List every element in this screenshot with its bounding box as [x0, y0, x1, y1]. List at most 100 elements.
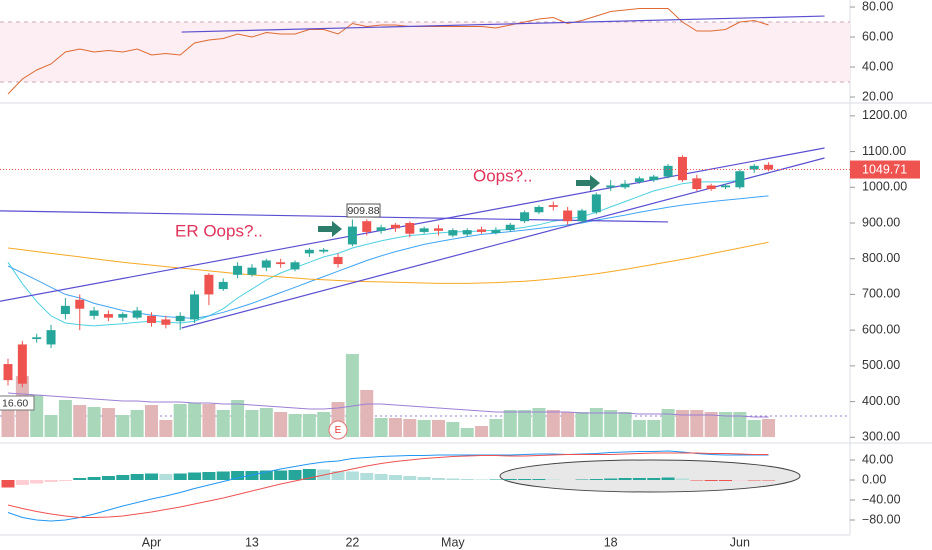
candle-body: [204, 274, 214, 295]
histogram-bar: [575, 479, 589, 480]
volume-bar: [489, 419, 503, 437]
candle-body: [563, 210, 573, 222]
histogram-bar: [188, 472, 202, 480]
candle-body: [89, 310, 99, 316]
x-tick-label: May: [441, 535, 465, 549]
macd-line: [7, 452, 769, 518]
histogram-bar: [274, 470, 288, 480]
candle-body: [161, 319, 171, 325]
x-tick-label: 18: [604, 535, 618, 549]
y-tick-label: 40.00: [862, 452, 893, 466]
histogram-bar: [403, 476, 417, 480]
candle-body: [649, 176, 659, 181]
rsi-line: [7, 8, 769, 95]
volume-bar: [575, 412, 589, 437]
histogram-bar: [675, 478, 689, 480]
candle-body: [677, 156, 687, 181]
annotation: Oops?..: [473, 166, 533, 185]
volume-bar: [44, 415, 58, 437]
volume-bar: [360, 390, 374, 437]
trendline: [181, 157, 825, 329]
y-tick-label: 900.00: [862, 215, 900, 229]
volume-bar: [403, 419, 417, 437]
arrow: [318, 221, 342, 237]
candle-body: [477, 229, 487, 232]
candle-body: [233, 265, 243, 275]
volume-bar: [87, 407, 101, 437]
annotations: ER Oops?.. Oops?.. 909.88 16.60 E: [0, 166, 600, 440]
volume-bar: [145, 405, 158, 437]
candle-body: [606, 185, 616, 188]
candle-body: [3, 364, 13, 381]
volume-bar: [632, 420, 646, 437]
volume-bar: [604, 410, 618, 437]
volume-bar: [518, 410, 532, 437]
candle-body: [548, 205, 558, 207]
y-tick-label: −40.00: [862, 492, 901, 506]
volume-bar: [503, 410, 517, 437]
y-tick-label: 600.00: [862, 322, 900, 336]
histogram-bar: [532, 479, 546, 480]
histogram-bar: [518, 479, 532, 480]
trendline: [181, 15, 825, 33]
candle-body: [347, 226, 357, 245]
candle-body: [376, 227, 386, 231]
volume-bar: [216, 410, 230, 437]
candle-body: [706, 185, 716, 190]
candle-body: [577, 210, 587, 222]
histogram-bar: [460, 479, 474, 480]
histogram-bar: [719, 480, 732, 481]
last-price-box: [850, 160, 920, 179]
volume-bar: [733, 412, 747, 437]
candle-body: [247, 267, 257, 275]
y-tick-label: 700.00: [862, 287, 900, 301]
histogram-bar: [704, 480, 718, 481]
layout: [0, 0, 932, 536]
candle-body: [462, 230, 472, 235]
candle-body: [405, 223, 415, 234]
candle-body: [118, 314, 128, 318]
y-tick-label: 80.00: [862, 0, 893, 13]
moving-average: [7, 172, 769, 327]
histogram-bar: [259, 470, 273, 480]
volume-bar: [661, 409, 675, 437]
volume-bar: [274, 412, 288, 437]
y-tick-label: 1200.00: [862, 108, 907, 122]
histogram-bar: [690, 480, 704, 481]
candle-body: [218, 281, 228, 290]
histogram-bar: [632, 478, 646, 480]
y-tick-label: −80.00: [862, 512, 901, 526]
histogram-bar: [446, 478, 460, 480]
histogram-bar: [116, 475, 130, 480]
volume-bar: [116, 415, 130, 437]
volume-bar: [58, 400, 72, 437]
volume-bar: [202, 404, 216, 437]
candle-body: [362, 221, 372, 232]
volume-bar: [690, 410, 704, 437]
histogram-bar: [1, 480, 15, 488]
candle-body: [591, 194, 601, 213]
candle-body: [103, 314, 113, 318]
candle-body: [663, 165, 673, 177]
x-tick-label: 13: [245, 535, 259, 549]
volume-bar: [460, 428, 474, 437]
histogram-bar: [618, 478, 632, 480]
volume-bar: [130, 410, 144, 437]
histogram-bar: [145, 473, 158, 480]
volume-level-label: 16.60: [2, 397, 28, 409]
candle-body: [190, 294, 200, 320]
volume-bar: [546, 410, 560, 437]
candle-body: [175, 315, 185, 322]
histogram-bar: [475, 479, 489, 480]
trendline: [0, 210, 669, 223]
candle-body: [505, 224, 515, 231]
volume-bar: [618, 412, 632, 437]
histogram-bar: [489, 479, 503, 480]
histogram-bar: [733, 480, 747, 481]
x-tick-label: 22: [345, 535, 359, 549]
annotation: ER Oops?..: [175, 221, 263, 240]
histogram-bar: [589, 479, 603, 480]
volume-bar: [475, 426, 489, 437]
candle-body: [692, 178, 702, 190]
